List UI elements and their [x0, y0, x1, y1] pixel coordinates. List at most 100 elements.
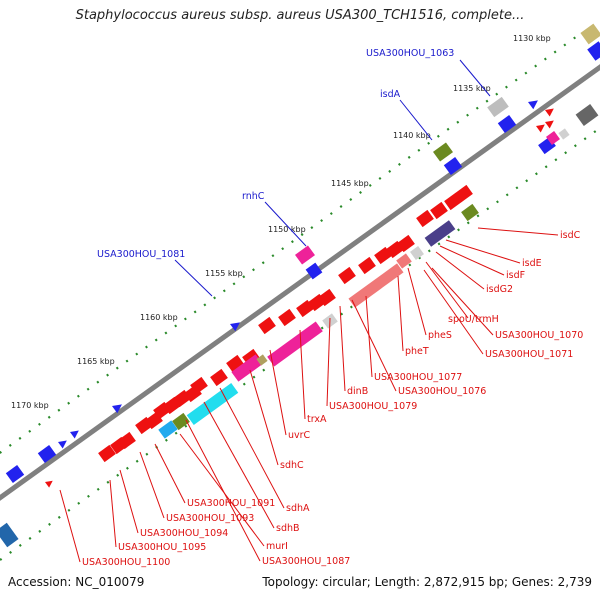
gene-feature[interactable] — [545, 105, 556, 117]
gene-label[interactable]: USA300HOU_1100 — [82, 557, 170, 568]
kbp-tick-label: 1160 kbp — [140, 313, 178, 322]
gene-feature[interactable] — [112, 401, 125, 414]
gene-feature[interactable] — [145, 411, 163, 430]
gene-feature[interactable] — [497, 115, 517, 133]
kbp-tick-label: 1140 kbp — [393, 131, 431, 140]
gene-feature[interactable] — [424, 220, 456, 247]
label-connector — [435, 251, 485, 290]
gene-label[interactable]: sdhB — [276, 523, 300, 534]
gene-label[interactable]: uvrC — [288, 430, 311, 441]
gene-feature[interactable] — [278, 308, 296, 327]
gene-label[interactable]: sdhC — [280, 460, 304, 471]
gene-feature[interactable] — [318, 288, 336, 307]
gene-feature[interactable] — [558, 128, 570, 140]
gene-feature[interactable] — [580, 23, 600, 45]
gene-feature[interactable] — [231, 354, 263, 382]
gene-feature[interactable] — [410, 246, 424, 260]
gene-feature[interactable] — [528, 97, 541, 110]
gene-feature[interactable] — [0, 522, 19, 548]
gene-label[interactable]: isdE — [522, 258, 542, 269]
gene-feature[interactable] — [296, 299, 314, 318]
gene-feature[interactable] — [545, 117, 556, 129]
gene-feature[interactable] — [295, 245, 315, 265]
gene-label[interactable]: trxA — [307, 414, 327, 425]
gene-feature[interactable] — [70, 427, 81, 439]
gene-feature[interactable] — [396, 253, 412, 269]
gene-label[interactable]: murI — [266, 541, 288, 552]
gene-feature[interactable] — [226, 354, 244, 373]
kbp-tick-label: 1155 kbp — [205, 269, 243, 278]
gene-feature[interactable] — [98, 444, 116, 463]
gene-feature[interactable] — [358, 256, 376, 275]
gene-feature[interactable] — [5, 465, 25, 483]
label-connector — [179, 433, 265, 547]
gene-feature[interactable] — [374, 246, 392, 265]
gene-feature[interactable] — [258, 316, 276, 335]
gene-label[interactable]: USA300HOU_1077 — [374, 372, 462, 383]
outer-tick-rail — [0, 33, 581, 455]
gene-label[interactable]: USA300HOU_1093 — [166, 513, 254, 524]
gene-feature[interactable] — [546, 131, 560, 145]
gene-feature[interactable] — [444, 192, 462, 211]
gene-label[interactable]: USA300HOU_1070 — [495, 330, 583, 341]
gene-label[interactable]: USA300HOU_1081 — [97, 249, 185, 260]
gene-feature[interactable] — [172, 412, 190, 431]
label-connector — [425, 261, 469, 319]
label-connector — [139, 451, 165, 519]
gene-label[interactable]: USA300HOU_1087 — [262, 556, 350, 567]
gene-feature[interactable] — [37, 445, 57, 463]
gene-feature[interactable] — [433, 142, 453, 162]
gene-feature[interactable] — [443, 157, 463, 175]
gene-feature[interactable] — [536, 121, 547, 133]
page-title: Staphylococcus aureus subsp. aureus USA3… — [75, 8, 525, 23]
gene-label[interactable]: USA300HOU_1095 — [118, 542, 206, 553]
kbp-tick-label: 1150 kbp — [268, 225, 306, 234]
gene-feature[interactable] — [430, 201, 448, 220]
gene-label[interactable]: isdA — [380, 89, 401, 100]
label-connector — [397, 275, 404, 352]
gene-label[interactable]: USA300HOU_1091 — [187, 498, 275, 509]
gene-feature[interactable] — [575, 104, 599, 126]
gene-feature[interactable] — [256, 354, 268, 366]
gene-label[interactable]: isdC — [560, 230, 581, 241]
label-connector — [407, 267, 427, 336]
gene-label[interactable]: spoU/trmH — [448, 314, 499, 325]
label-connector — [109, 479, 117, 548]
label-connector — [264, 201, 307, 247]
gene-feature[interactable] — [186, 382, 239, 426]
gene-feature[interactable] — [587, 41, 600, 61]
gene-feature[interactable] — [487, 96, 509, 118]
gene-label[interactable]: dinB — [347, 386, 368, 397]
gene-feature[interactable] — [210, 368, 228, 387]
gene-feature[interactable] — [461, 203, 479, 222]
gene-feature[interactable] — [338, 266, 356, 285]
gene-label[interactable]: pheS — [428, 330, 452, 341]
gene-feature[interactable] — [58, 437, 69, 449]
gene-label[interactable]: USA300HOU_1079 — [329, 401, 417, 412]
gene-label[interactable]: sdhA — [286, 503, 310, 514]
gene-feature[interactable] — [184, 384, 202, 403]
gene-label[interactable]: pheT — [405, 346, 429, 357]
gene-feature[interactable] — [416, 209, 434, 228]
gene-feature[interactable] — [305, 262, 323, 280]
gene-feature[interactable] — [118, 431, 136, 450]
gene-feature[interactable] — [230, 319, 243, 332]
gene-label[interactable]: USA300HOU_1071 — [485, 349, 573, 360]
gene-label[interactable]: isdF — [506, 270, 525, 281]
gene-feature[interactable] — [397, 234, 415, 253]
gene-feature[interactable] — [348, 263, 404, 308]
gene-feature[interactable] — [267, 321, 323, 367]
gene-label[interactable]: rnhC — [242, 191, 265, 202]
gene-feature[interactable] — [158, 420, 178, 439]
label-connector — [423, 269, 484, 355]
label-connector — [219, 387, 285, 509]
label-connector — [431, 267, 494, 336]
gene-feature[interactable] — [45, 478, 55, 488]
gene-label[interactable]: USA300HOU_1076 — [398, 386, 486, 397]
gene-label[interactable]: isdG2 — [486, 284, 513, 295]
gene-feature[interactable] — [455, 184, 473, 203]
gene-label[interactable]: USA300HOU_1063 — [366, 48, 454, 59]
gene-label[interactable]: USA300HOU_1094 — [140, 528, 228, 539]
